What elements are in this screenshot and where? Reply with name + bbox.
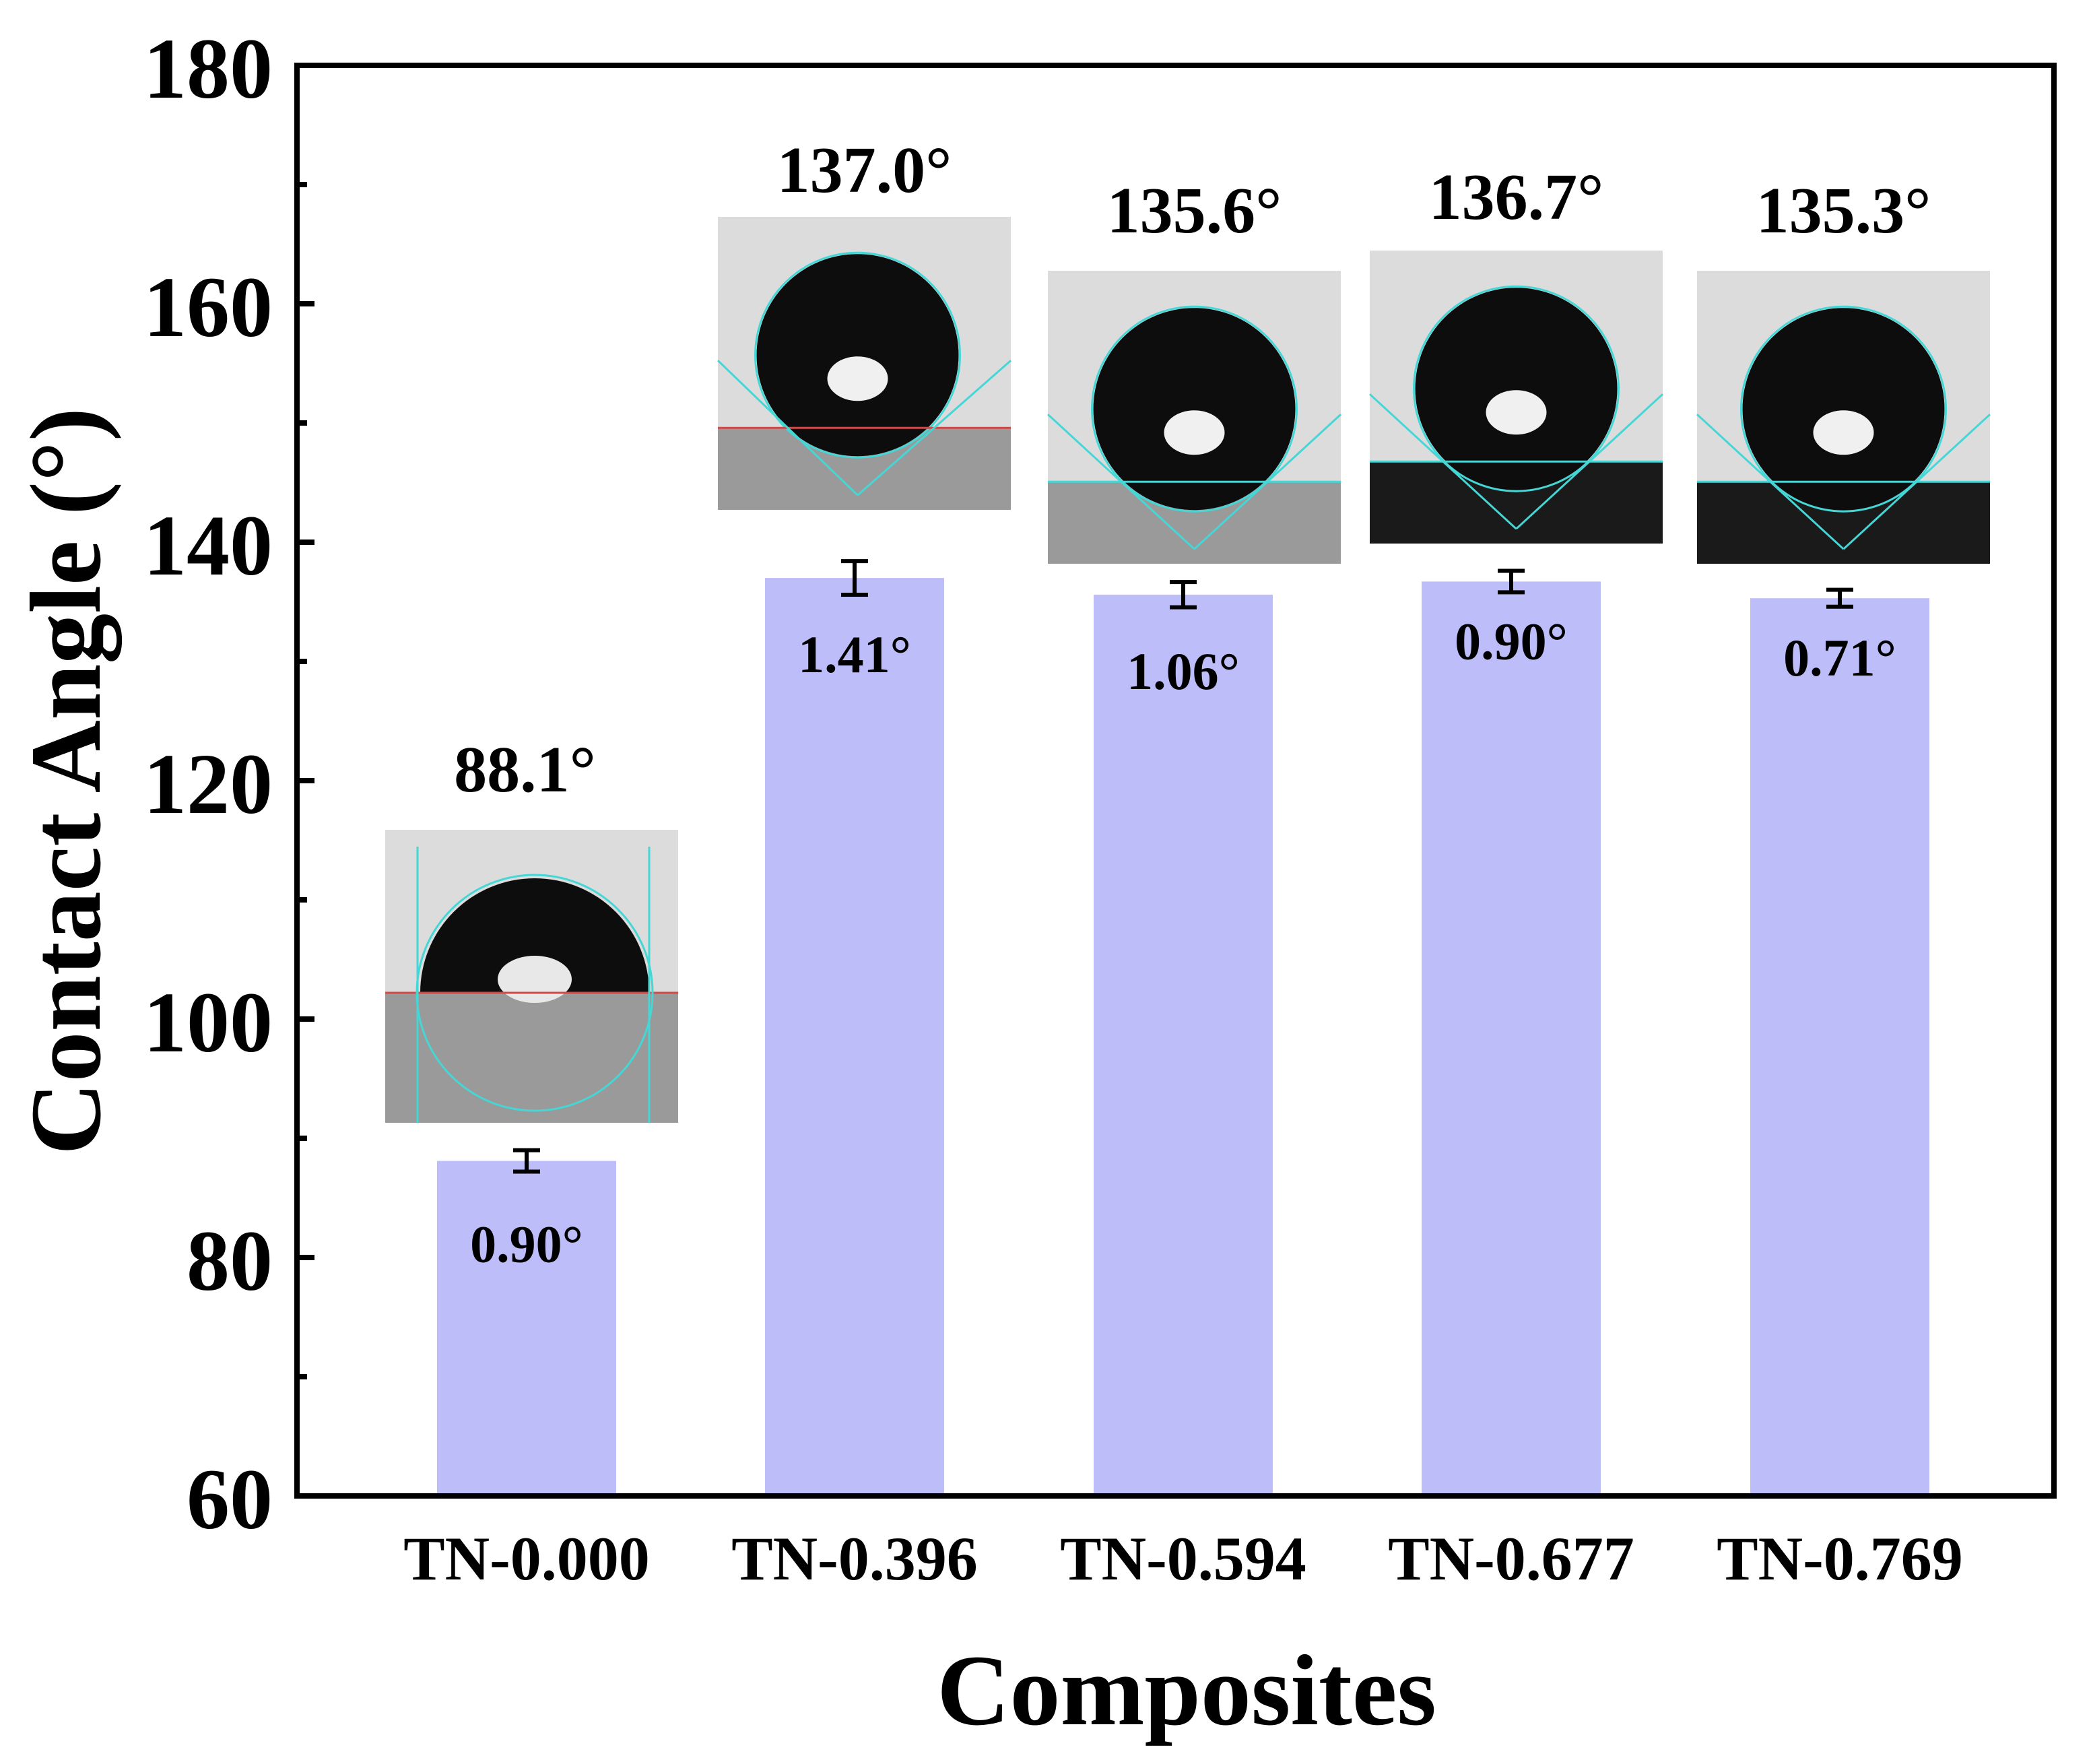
y-tick-label: 140 — [143, 498, 273, 593]
bar-tn-0-000 — [437, 1161, 616, 1496]
tangent-line — [857, 360, 1011, 496]
droplet-shape — [1415, 288, 1618, 490]
x-axis-label: Composites — [937, 1635, 1436, 1746]
fit-circle — [1413, 285, 1620, 492]
bar-tn-0-396 — [765, 578, 944, 1496]
tangent-line — [1368, 393, 1517, 530]
droplet-photo-tn-0-769 — [1696, 271, 1991, 564]
y-tick-label: 180 — [143, 21, 273, 117]
x-tick-label: TN-0.396 — [731, 1524, 977, 1593]
tangent-line — [717, 360, 859, 496]
bar-tn-0-594 — [1094, 594, 1273, 1496]
value-label: 136.7° — [1429, 161, 1604, 234]
bar-tn-0-769 — [1750, 598, 1929, 1497]
x-tick-label: TN-0.769 — [1717, 1524, 1962, 1593]
tangent-line — [1047, 414, 1195, 550]
droplet-shape — [420, 878, 649, 993]
y-tick-label: 80 — [187, 1213, 273, 1309]
error-label: 0.90° — [470, 1215, 583, 1274]
error-bars-layer — [513, 559, 1853, 1174]
tangent-line — [1696, 414, 1845, 550]
droplet-photo-tn-0-000 — [385, 830, 678, 1123]
droplet-highlight — [1813, 410, 1874, 455]
droplet-photo-tn-0-594 — [1047, 271, 1342, 564]
fit-circle — [1740, 305, 1947, 513]
droplet-photo-tn-0-677 — [1368, 251, 1664, 544]
droplet-highlight — [827, 356, 888, 401]
error-label: 0.71° — [1783, 628, 1896, 687]
error-label: 0.90° — [1455, 612, 1568, 670]
droplet-shape — [1742, 308, 1945, 511]
error-label: 1.06° — [1127, 642, 1240, 700]
error-label: 1.41° — [798, 625, 911, 684]
droplet-highlight — [1164, 410, 1225, 455]
value-label: 88.1° — [454, 733, 596, 806]
x-tick-label: TN-0.594 — [1060, 1524, 1306, 1593]
y-tick-label: 60 — [187, 1451, 273, 1547]
value-label: 137.0° — [777, 134, 952, 207]
droplet-highlight — [1486, 390, 1547, 435]
fit-circle — [1091, 305, 1298, 513]
tangent-line — [1193, 414, 1342, 550]
droplet-shape — [1093, 308, 1296, 511]
y-axis-label: Contact Angle (°) — [10, 407, 122, 1155]
value-label: 135.3° — [1756, 174, 1931, 247]
droplet-insets-layer — [385, 217, 1991, 1123]
droplet-highlight — [498, 956, 572, 1003]
x-tick-label: TN-0.677 — [1388, 1524, 1634, 1593]
x-axis-ticks: TN-0.000 TN-0.396 TN-0.594 TN-0.677 TN-0.769 — [403, 1524, 1962, 1593]
y-tick-label: 100 — [143, 975, 273, 1070]
droplet-photo-tn-0-396 — [717, 217, 1011, 510]
tangent-line — [1515, 393, 1664, 530]
value-label: 135.6° — [1107, 174, 1282, 247]
fit-circle — [754, 251, 961, 459]
data-labels-layer: 0.90° 88.1° 1.41° 137.0° 1.06° 135.6° 0.90° 136… — [454, 134, 1931, 1274]
y-tick-label: 160 — [143, 259, 273, 355]
bar-tn-0-677 — [1422, 581, 1601, 1497]
y-axis-ticks: 60 80 100 120 140 160 180 — [143, 21, 314, 1547]
bars-layer — [437, 578, 1929, 1497]
y-tick-label: 120 — [143, 736, 273, 832]
inset-substrate — [385, 993, 678, 1123]
x-tick-label: TN-0.000 — [403, 1524, 649, 1593]
droplet-shape — [756, 254, 959, 457]
tangent-line — [1843, 414, 1991, 550]
